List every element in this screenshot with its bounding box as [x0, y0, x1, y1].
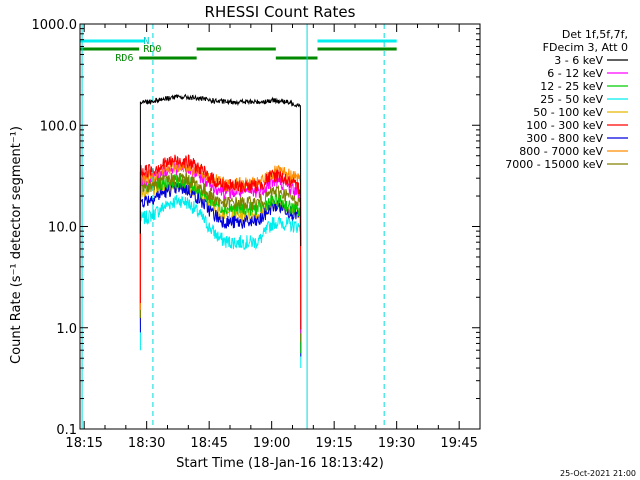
legend-entry-label: 25 - 50 keV: [540, 93, 603, 106]
series-line-7000_15000keV: [139, 172, 302, 343]
legend-entry-label: 12 - 25 keV: [540, 80, 603, 93]
series-line-300_800keV: [139, 181, 302, 357]
y-axis-label: Count Rate (s⁻¹ detector segment⁻¹): [9, 126, 24, 364]
series-layer: [139, 93, 302, 369]
x-tick-label: 18:45: [190, 436, 227, 451]
flag-label-rd0: RD0: [143, 44, 161, 55]
y-tick-label: 1.0: [56, 322, 77, 337]
flag-label-rd6: RD6: [115, 53, 133, 64]
series-line-12_25keV: [139, 173, 302, 354]
legend-header-line: FDecim 3, Att 0: [543, 41, 628, 54]
y-tick-label: 1000.0: [32, 18, 78, 33]
footer-timestamp: 25-Oct-2021 21:00: [560, 469, 636, 478]
legend-entry-label: 6 - 12 keV: [547, 67, 603, 80]
x-tick-label: 19:00: [253, 436, 290, 451]
y-tick-label: 0.1: [56, 423, 77, 438]
chart-title: RHESSI Count Rates: [205, 3, 356, 21]
series-line-100_300keV: [139, 154, 302, 330]
legend-entry-label: 300 - 800 keV: [526, 132, 603, 145]
legend-header-line: Det 1f,5f,7f,: [562, 28, 628, 41]
series-line-3_6keV: [139, 93, 302, 247]
legend-entry-label: 100 - 300 keV: [526, 119, 603, 132]
x-tick-label: 19:30: [378, 436, 415, 451]
axes: 0.1 1.0 10.0 100.0 1000.0 18:15 18:30 18:45 19:0…: [32, 18, 481, 451]
flag-label-n: N: [143, 36, 149, 47]
x-tick-label: 18:15: [65, 436, 102, 451]
x-axis-label: Start Time (18-Jan-16 18:13:42): [176, 456, 384, 471]
legend-entry-label: 50 - 100 keV: [533, 106, 603, 119]
legend-entry-label: 800 - 7000 keV: [519, 145, 603, 158]
legend-entry-label: 3 - 6 keV: [554, 54, 603, 67]
x-tick-label: 19:15: [315, 436, 352, 451]
legend-entry-label: 7000 - 15000 keV: [505, 158, 603, 171]
x-tick-label: 19:45: [440, 436, 477, 451]
x-tick-label: 18:30: [128, 436, 165, 451]
y-tick-label: 100.0: [40, 119, 77, 134]
series-line-25_50keV: [139, 194, 302, 369]
y-tick-label: 10.0: [48, 221, 77, 236]
